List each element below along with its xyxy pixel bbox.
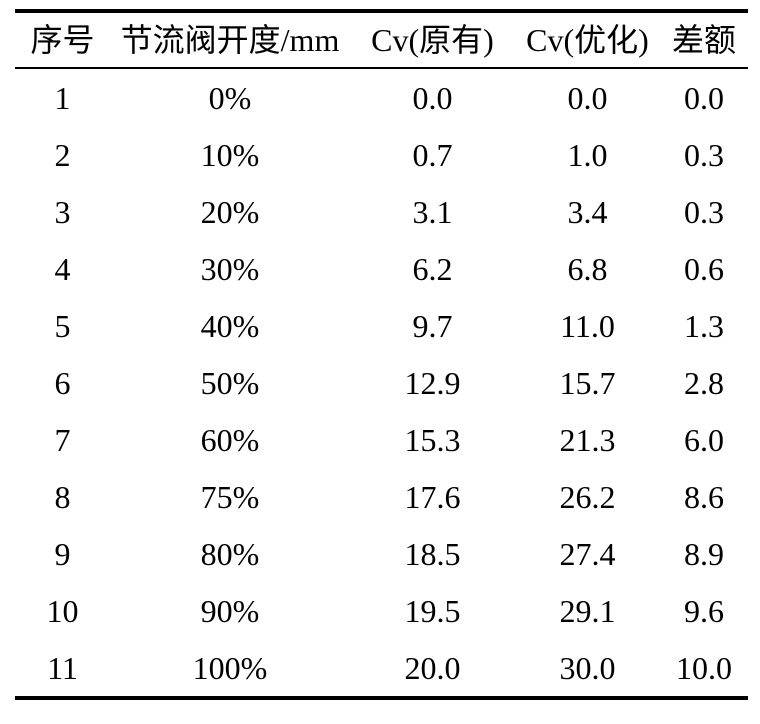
cv-original-cell: 15.3 (404, 421, 461, 458)
table-row: 11 100% 20.0 30.0 10.0 (15, 639, 748, 698)
difference-cell: 0.0 (684, 79, 724, 116)
difference-cell: 10.0 (676, 649, 732, 686)
opening-cell: 50% (200, 364, 260, 401)
row-index-cell: 9 (54, 535, 71, 572)
header-cell-difference: 差额 (671, 22, 736, 58)
difference-cell: 8.6 (684, 478, 724, 515)
cv-optimized-cell: 30.0 (559, 649, 616, 686)
cv-original-cell: 6.2 (412, 250, 453, 287)
table-row: 1 0% 0.0 0.0 0.0 (15, 68, 748, 126)
table-row: 8 75% 17.6 26.2 8.6 (15, 468, 748, 525)
cv-optimized-cell: 1.0 (567, 136, 608, 173)
table-row: 9 80% 18.5 27.4 8.9 (15, 525, 748, 582)
difference-cell: 0.3 (684, 193, 724, 230)
opening-cell: 80% (200, 535, 260, 572)
table-header-row: 序号 节流阀开度/mm Cv(原有) Cv(优化) 差额 (15, 11, 748, 68)
table-body: 1 0% 0.0 0.0 0.0 2 10% 0.7 1.0 0.3 3 20%… (15, 68, 748, 698)
opening-cell: 20% (200, 193, 260, 230)
table-row: 6 50% 12.9 15.7 2.8 (15, 354, 748, 411)
cv-optimized-cell: 21.3 (559, 421, 616, 458)
cv-original-cell: 3.1 (412, 193, 453, 230)
cv-original-cell: 17.6 (404, 478, 461, 515)
difference-cell: 8.9 (684, 535, 724, 572)
table-row: 2 10% 0.7 1.0 0.3 (15, 126, 748, 183)
valve-cv-table: 序号 节流阀开度/mm Cv(原有) Cv(优化) 差额 1 0% 0.0 0.… (15, 9, 748, 700)
row-index-cell: 6 (54, 364, 71, 401)
row-index-cell: 5 (54, 307, 71, 344)
table-header: 序号 节流阀开度/mm Cv(原有) Cv(优化) 差额 (15, 11, 748, 68)
cv-optimized-cell: 6.8 (567, 250, 608, 287)
cv-optimized-cell: 11.0 (560, 307, 615, 344)
row-index-cell: 1 (54, 79, 71, 116)
row-index-cell: 8 (54, 478, 71, 515)
cv-optimized-cell: 29.1 (559, 592, 616, 629)
opening-cell: 75% (200, 478, 260, 515)
row-index-cell: 7 (54, 421, 71, 458)
difference-cell: 0.6 (684, 250, 724, 287)
opening-cell: 0% (208, 79, 252, 116)
row-index-cell: 4 (54, 250, 71, 287)
row-index-cell: 11 (47, 649, 78, 686)
opening-cell: 30% (200, 250, 260, 287)
cv-optimized-cell: 26.2 (559, 478, 616, 515)
cv-original-cell: 20.0 (404, 649, 461, 686)
row-index-cell: 2 (54, 136, 71, 173)
opening-cell: 40% (200, 307, 260, 344)
header-cell-cv-original: Cv(原有) (371, 22, 494, 58)
cv-original-cell: 0.0 (412, 79, 453, 116)
cv-optimized-cell: 27.4 (559, 535, 616, 572)
difference-cell: 9.6 (684, 592, 724, 629)
table-row: 3 20% 3.1 3.4 0.3 (15, 183, 748, 240)
difference-cell: 1.3 (684, 307, 724, 344)
table-row: 5 40% 9.7 11.0 1.3 (15, 297, 748, 354)
cv-original-cell: 19.5 (404, 592, 461, 629)
table-row: 4 30% 6.2 6.8 0.6 (15, 240, 748, 297)
row-index-cell: 10 (46, 592, 79, 629)
difference-cell: 0.3 (684, 136, 724, 173)
cv-optimized-cell: 0.0 (567, 79, 608, 116)
opening-cell: 10% (200, 136, 260, 173)
difference-cell: 6.0 (684, 421, 724, 458)
cv-optimized-cell: 15.7 (559, 364, 616, 401)
table-row: 10 90% 19.5 29.1 9.6 (15, 582, 748, 639)
cv-original-cell: 9.7 (412, 307, 453, 344)
opening-cell: 90% (200, 592, 260, 629)
row-index-cell: 3 (54, 193, 71, 230)
header-cell-cv-optimized: Cv(优化) (526, 22, 649, 58)
opening-cell: 100% (192, 649, 268, 686)
cv-original-cell: 12.9 (404, 364, 461, 401)
cv-original-cell: 0.7 (412, 136, 453, 173)
header-cell-index: 序号 (30, 22, 95, 58)
header-cell-opening: 节流阀开度/mm (120, 22, 340, 58)
table-row: 7 60% 15.3 21.3 6.0 (15, 411, 748, 468)
opening-cell: 60% (200, 421, 260, 458)
cv-optimized-cell: 3.4 (567, 193, 608, 230)
cv-original-cell: 18.5 (404, 535, 461, 572)
difference-cell: 2.8 (684, 364, 724, 401)
